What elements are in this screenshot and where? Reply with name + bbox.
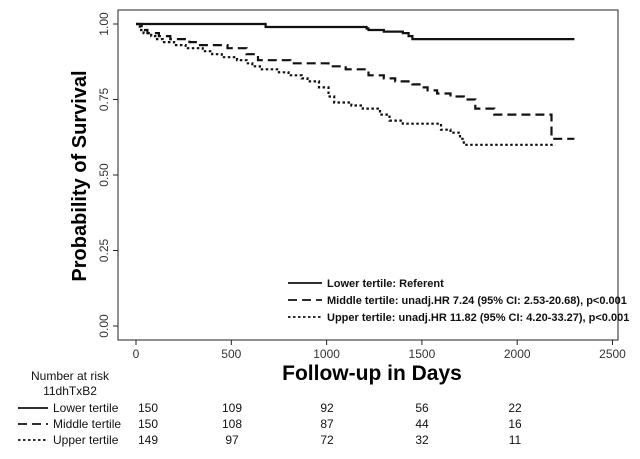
legend-entry: Lower tertile: Referent [327,278,444,290]
y-tick-label: 0.50 [97,163,111,187]
y-axis-title: Probability of Survival [69,70,91,281]
risk-table-subtitle: 11dhTxB2 [43,384,97,398]
x-axis: 0 500 1000 1500 2000 2500 [133,340,626,361]
plot-border [117,9,619,341]
y-axis: 0.00 0.25 0.50 0.75 1.00 [97,12,118,338]
risk-row-label: Middle tertile [53,417,121,431]
x-tick-label: 2000 [504,347,531,361]
curve-lower-tertile [136,22,575,41]
survival-curves [136,22,575,146]
y-tick-label: 1.00 [97,12,111,36]
risk-value: 56 [415,401,429,415]
risk-value: 16 [508,417,522,431]
risk-value: 87 [320,417,334,431]
risk-value: 97 [225,433,239,447]
plot-area [117,9,619,341]
x-tick-label: 1500 [409,347,436,361]
risk-value: 150 [138,401,158,415]
risk-value: 22 [508,401,522,415]
risk-row-label: Upper tertile [53,433,119,447]
x-tick-label: 500 [221,347,241,361]
x-tick-label: 1000 [313,347,340,361]
risk-value: 11 [509,433,522,447]
risk-row-label: Lower tertile [53,401,119,415]
curve-middle-tertile [136,22,575,140]
curve-upper-tertile [136,22,556,146]
y-tick-label: 0.75 [97,87,111,111]
risk-value: 150 [138,417,158,431]
risk-value: 92 [320,401,334,415]
risk-value: 32 [415,433,429,447]
x-tick-label: 2500 [599,347,626,361]
risk-value: 72 [320,433,334,447]
risk-value: 44 [415,417,429,431]
risk-value: 109 [222,401,242,415]
risk-value: 149 [138,433,158,447]
legend-entry: Middle tertile: unadj.HR 7.24 (95% CI: 2… [327,295,627,307]
x-axis-title: Follow-up in Days [282,362,462,385]
risk-table-title: Number at risk [31,369,110,383]
legend-entry: Upper tertile: unadj.HR 11.82 (95% CI: 4… [327,312,629,324]
legend: Lower tertile: Referent Middle tertile: u… [288,278,629,324]
y-tick-label: 0.25 [97,238,111,262]
y-tick-label: 0.00 [97,314,111,338]
risk-value: 108 [222,417,242,431]
risk-table: Number at risk 11dhTxB2 Lower tertile 150… [18,369,522,447]
x-tick-label: 0 [133,347,140,361]
